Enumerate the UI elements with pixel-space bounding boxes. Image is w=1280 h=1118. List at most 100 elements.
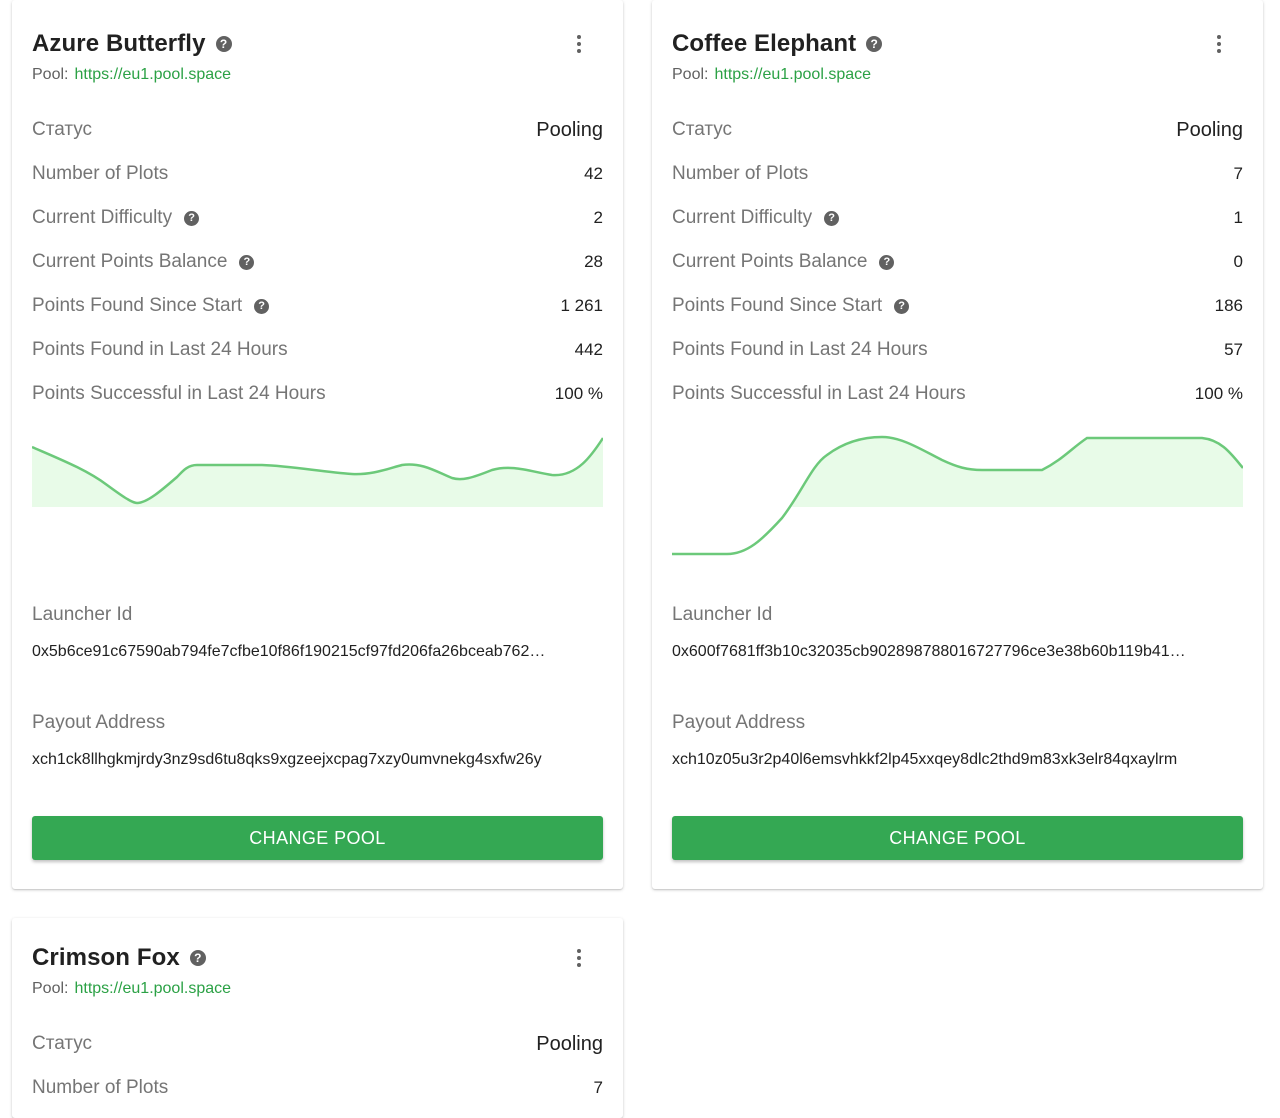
row-label-wrap: Current Difficulty? — [32, 207, 200, 229]
payout-address-label: Payout Address — [672, 712, 806, 733]
row-value: 7 — [1233, 164, 1243, 183]
card-title: Crimson Fox — [32, 944, 180, 971]
stats-list: Статус Pooling Number of Plots 42 Curren… — [32, 108, 603, 416]
row-label: Points Found Since Start — [672, 295, 883, 316]
current-difficulty-row: Current Difficulty? 1 — [672, 196, 1243, 240]
row-value: 28 — [584, 252, 603, 271]
row-label-wrap: Points Found Since Start? — [32, 295, 270, 317]
row-label-wrap: Current Points Balance? — [672, 251, 895, 273]
change-pool-button[interactable]: CHANGE POOL — [32, 816, 603, 860]
card-title: Azure Butterfly — [32, 30, 206, 57]
row-value: 1 — [1233, 208, 1243, 227]
help-icon[interactable]: ? — [184, 210, 200, 226]
launcher-id-label: Launcher Id — [672, 604, 773, 625]
row-label: Current Difficulty — [672, 207, 813, 228]
pool-line: Pool: https://eu1.pool.space — [32, 980, 231, 998]
launcher-id-value: 0x5b6ce91c67590ab794fe7cfbe10f86f190215c… — [32, 643, 546, 660]
row-label: Current Difficulty — [32, 207, 173, 228]
points-successful-24h-row: Points Successful in Last 24 Hours 100 % — [672, 372, 1243, 416]
launcher-id-label: Launcher Id — [32, 604, 133, 625]
help-icon[interactable]: ? — [215, 36, 232, 52]
status-label: Статус — [32, 119, 93, 140]
row-value: 1 261 — [560, 296, 603, 315]
row-label: Points Found in Last 24 Hours — [672, 339, 928, 360]
points-found-24h-row: Points Found in Last 24 Hours 442 — [32, 328, 603, 372]
points-found-since-start-row: Points Found Since Start? 1 261 — [32, 284, 603, 328]
status-row: Статус Pooling — [32, 1022, 603, 1066]
sparkline-line — [32, 437, 603, 505]
pool-line: Pool: https://eu1.pool.space — [32, 66, 231, 84]
row-label-wrap: Current Difficulty? — [672, 207, 840, 229]
help-icon[interactable]: ? — [824, 210, 840, 226]
points-sparkline-chart — [32, 420, 603, 570]
sparkline-line — [672, 435, 1243, 556]
more-vertical-icon[interactable] — [567, 32, 591, 56]
status-row: Статус Pooling — [672, 108, 1243, 152]
help-icon[interactable]: ? — [894, 298, 910, 314]
pool-label: Pool: — [672, 66, 709, 83]
card-header: Coffee Elephant ? — [672, 28, 1243, 60]
row-label: Current Points Balance — [32, 251, 228, 272]
help-icon[interactable]: ? — [189, 950, 206, 966]
card-title: Coffee Elephant — [672, 30, 857, 57]
row-value: 442 — [574, 340, 603, 359]
row-value: 100 % — [554, 384, 603, 403]
card-header: Azure Butterfly ? — [32, 28, 603, 60]
sparkline-area — [32, 438, 603, 507]
plot-nft-card: Azure Butterfly ? Pool: https://eu1.pool.… — [12, 0, 623, 889]
current-points-balance-row: Current Points Balance? 28 — [32, 240, 603, 284]
change-pool-button[interactable]: CHANGE POOL — [672, 816, 1243, 860]
pool-label: Pool: — [32, 980, 69, 997]
pool-url-link[interactable]: https://eu1.pool.space — [74, 66, 232, 83]
payout-address-value: xch1ck8llhgkmjrdy3nz9sd6tu8qks9xgzeejxcp… — [32, 751, 542, 768]
points-sparkline-chart — [672, 420, 1243, 570]
row-value: 186 — [1214, 296, 1243, 315]
row-value: 2 — [593, 208, 603, 227]
status-row: Статус Pooling — [32, 108, 603, 152]
status-value: Pooling — [536, 1032, 603, 1055]
pool-url-link[interactable]: https://eu1.pool.space — [74, 980, 232, 997]
row-label-wrap: Points Found Since Start? — [672, 295, 910, 317]
help-icon[interactable]: ? — [879, 254, 895, 270]
row-label: Points Successful in Last 24 Hours — [32, 383, 326, 404]
help-icon[interactable]: ? — [254, 298, 270, 314]
row-label: Number of Plots — [32, 1077, 169, 1098]
status-value: Pooling — [536, 118, 603, 141]
help-icon[interactable]: ? — [866, 36, 883, 52]
row-label: Number of Plots — [672, 163, 809, 184]
number-of-plots-row: Number of Plots 7 — [32, 1066, 603, 1110]
points-found-since-start-row: Points Found Since Start? 186 — [672, 284, 1243, 328]
stats-list: Статус Pooling Number of Plots 7 Current… — [672, 108, 1243, 416]
row-label: Points Successful in Last 24 Hours — [672, 383, 966, 404]
row-label: Number of Plots — [32, 163, 169, 184]
row-label-wrap: Current Points Balance? — [32, 251, 255, 273]
status-label: Статус — [32, 1033, 93, 1054]
current-difficulty-row: Current Difficulty? 2 — [32, 196, 603, 240]
pool-url-link[interactable]: https://eu1.pool.space — [714, 66, 872, 83]
pool-label: Pool: — [32, 66, 69, 83]
points-successful-24h-row: Points Successful in Last 24 Hours 100 % — [32, 372, 603, 416]
sparkline-area — [792, 437, 1243, 507]
status-label: Статус — [672, 119, 733, 140]
launcher-id-value: 0x600f7681ff3b10c32035cb9028987880167277… — [672, 643, 1186, 660]
help-icon[interactable]: ? — [239, 254, 255, 270]
row-value: 0 — [1233, 252, 1243, 271]
row-value: 57 — [1224, 340, 1243, 359]
row-label: Current Points Balance — [672, 251, 868, 272]
row-label: Points Found in Last 24 Hours — [32, 339, 288, 360]
row-value: 42 — [584, 164, 603, 183]
card-header: Crimson Fox ? — [32, 942, 603, 974]
number-of-plots-row: Number of Plots 42 — [32, 152, 603, 196]
number-of-plots-row: Number of Plots 7 — [672, 152, 1243, 196]
plot-nft-card: Crimson Fox ? Pool: https://eu1.pool.spac… — [12, 918, 623, 1118]
points-found-24h-row: Points Found in Last 24 Hours 57 — [672, 328, 1243, 372]
payout-address-label: Payout Address — [32, 712, 166, 733]
plot-nft-card: Coffee Elephant ? Pool: https://eu1.pool.… — [652, 0, 1263, 889]
payout-address-value: xch10z05u3r2p40l6emsvhkkf2lp45xxqey8dlc2… — [672, 751, 1178, 768]
row-value: 100 % — [1194, 384, 1243, 403]
more-vertical-icon[interactable] — [1207, 32, 1231, 56]
pool-line: Pool: https://eu1.pool.space — [672, 66, 871, 84]
stats-list: Статус Pooling Number of Plots 7 — [32, 1022, 603, 1110]
row-value: 7 — [593, 1078, 603, 1097]
more-vertical-icon[interactable] — [567, 946, 591, 970]
